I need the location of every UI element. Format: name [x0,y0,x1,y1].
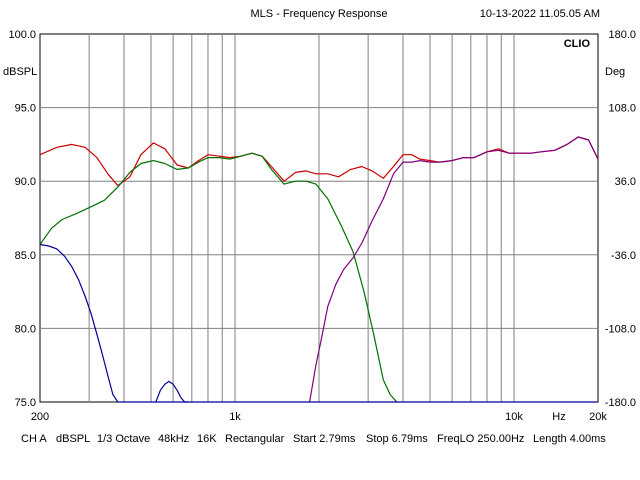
x-tick-label: 20k [589,411,607,423]
y-axis-ticks: 100.0 95.0 90.0 85.0 80.0 75.0 [8,29,36,409]
y2-tick-label: 180.0 [608,29,636,41]
measurement-info: CH A dBSPL 1/3 Octave 48kHz 16K Rectangu… [21,433,606,445]
y-tick-label: 100.0 [8,29,36,41]
series-layer [39,136,599,403]
footer-start: Start 2.79ms [293,433,356,445]
series-line-blue-bump [155,380,189,403]
y2-tick-label: -108.0 [605,323,636,335]
x-tick-label: Hz [552,411,565,423]
y2-tick-label: 36.0 [615,176,636,188]
y-axis-unit-label: dBSPL [3,66,37,78]
y-tick-label: 85.0 [15,250,36,262]
footer-sample-rate: 48kHz [158,433,189,445]
series-line-green [39,152,398,403]
chart-title: MLS - Frequency Response [251,8,388,20]
y-tick-label: 90.0 [15,176,36,188]
y-tick-label: 95.0 [15,103,36,115]
footer-size: 16K [197,433,217,445]
y2-tick-label: 108.0 [608,103,636,115]
vertical-grid [88,34,515,402]
y2-tick-label: -36.0 [611,250,636,262]
x-tick-label: 10k [505,411,523,423]
clio-brand-label: CLIO [564,38,591,50]
footer-smoothing: 1/3 Octave [97,433,150,445]
footer-stop: Stop 6.79ms [366,433,428,445]
footer-window: Rectangular [225,433,285,445]
series-line-blue [39,243,598,403]
series-line-purple [309,136,599,403]
footer-length: Length 4.00ms [533,433,606,445]
chart-timestamp: 10-13-2022 11.05.05 AM [480,8,600,20]
x-tick-label: 1k [229,411,241,423]
y2-tick-label: -180.0 [605,397,636,409]
y-tick-label: 80.0 [15,323,36,335]
horizontal-grid [40,107,598,329]
x-axis-ticks: 200 1k 10k Hz 20k [31,411,608,423]
footer-channel: CH A [21,433,47,445]
x-tick-label: 200 [31,411,49,423]
y2-axis-unit-label: Deg [605,66,625,78]
y-tick-label: 75.0 [15,397,36,409]
y2-axis-ticks: 180.0 108.0 36.0 -36.0 -108.0 -180.0 [605,29,636,409]
footer-unit: dBSPL [56,433,90,445]
footer-freqlo: FreqLO 250.00Hz [437,433,524,445]
